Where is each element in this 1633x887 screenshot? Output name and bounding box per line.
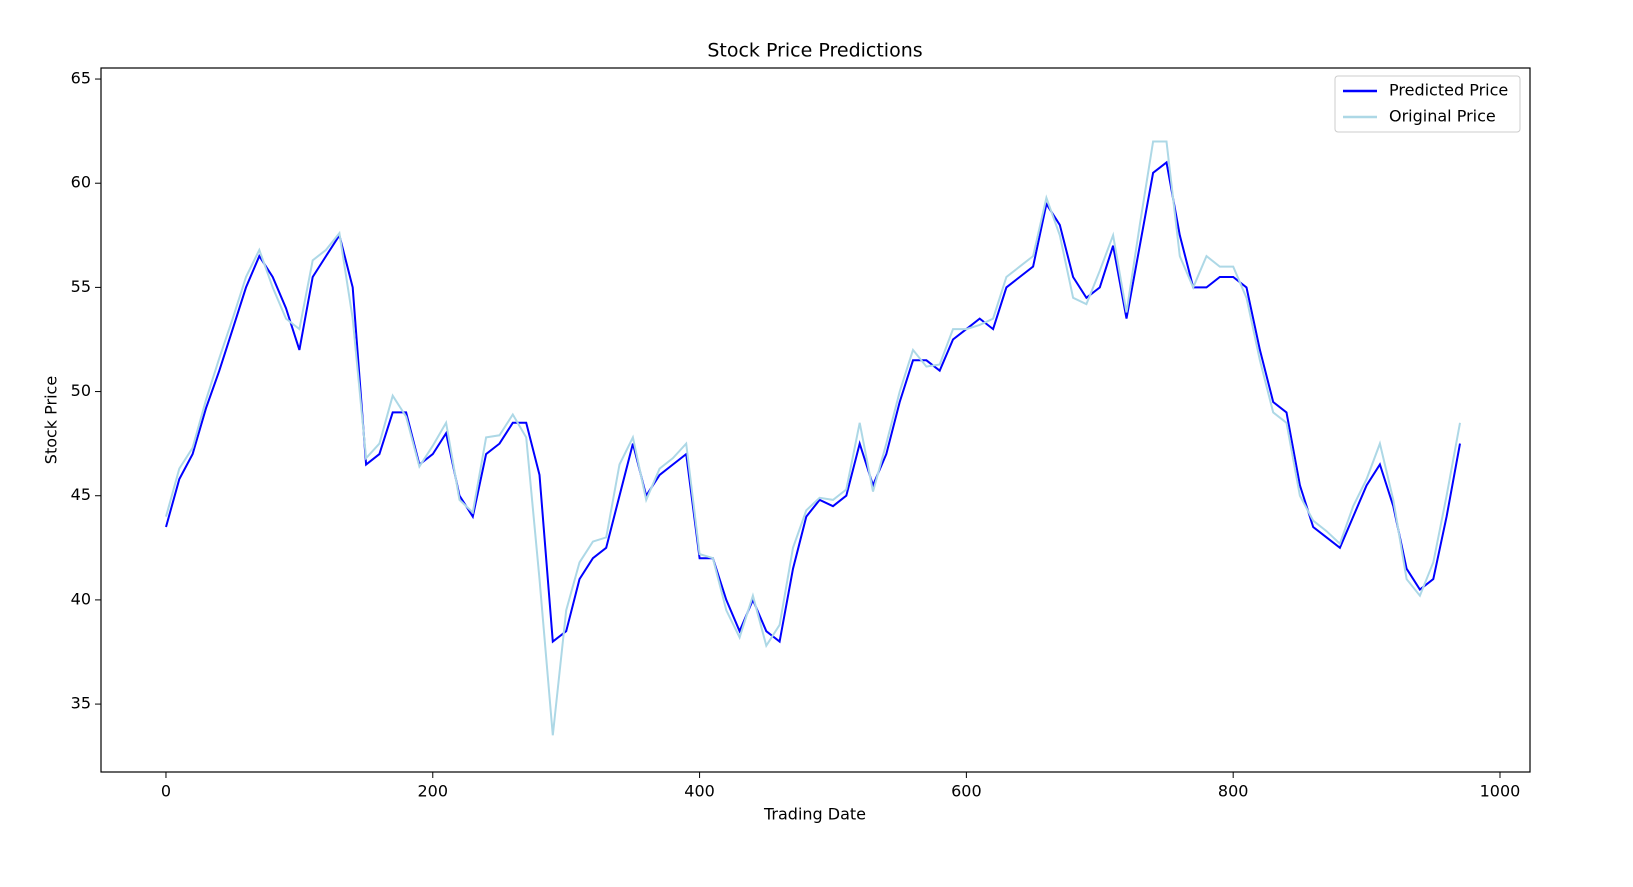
chart-title: Stock Price Predictions (707, 40, 922, 62)
x-axis-label: Trading Date (763, 805, 866, 824)
y-tick-label: 60 (71, 173, 91, 192)
x-tick-label: 0 (161, 782, 171, 801)
y-tick-label: 65 (71, 69, 91, 88)
plot-frame (100, 67, 1531, 773)
y-tick-label: 55 (71, 277, 91, 296)
series-line (165, 140, 1461, 736)
x-tick-label: 200 (417, 782, 448, 801)
x-tick-label: 600 (951, 782, 982, 801)
x-tick-label: 800 (1218, 782, 1249, 801)
y-tick-label: 45 (71, 485, 91, 504)
y-axis-label: Stock Price (42, 376, 61, 464)
x-tick-label: 400 (684, 782, 715, 801)
legend-label: Original Price (1389, 107, 1496, 126)
series-line (165, 160, 1461, 644)
x-tick-label: 1000 (1480, 782, 1521, 801)
legend-label: Predicted Price (1389, 81, 1508, 100)
y-tick-label: 40 (71, 589, 91, 608)
y-tick-label: 35 (71, 694, 91, 713)
y-tick-label: 50 (71, 381, 91, 400)
legend-box (1334, 75, 1521, 133)
